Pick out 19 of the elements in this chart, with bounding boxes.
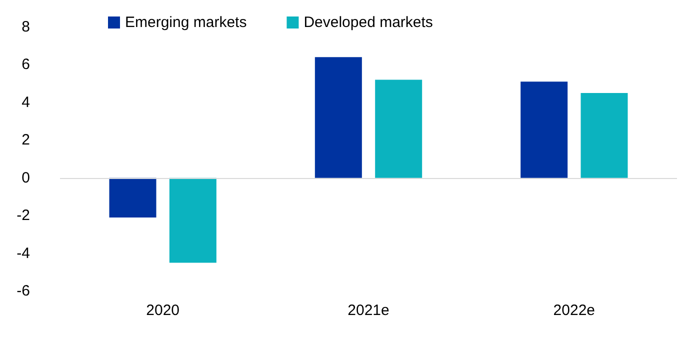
x-tick-label: 2020 [146,302,180,319]
bar [314,57,362,178]
bar [375,80,422,178]
y-tick-label: 8 [22,18,30,36]
legend-label: Developed markets [304,14,433,31]
bar [169,178,216,263]
legend-label: Emerging markets [125,14,247,31]
y-tick-label: 4 [22,94,30,111]
y-tick-label: 0 [22,169,30,186]
y-tick-label: -4 [16,244,30,262]
bar [580,93,628,178]
y-tick-label: -2 [16,207,30,224]
bar [109,178,156,218]
y-tick-label: 6 [22,56,30,74]
bar [520,82,568,178]
y-tick-label: 2 [22,132,30,149]
x-tick-label: 2022e [553,302,596,319]
y-tick-label: -6 [16,282,30,300]
x-tick-label: 2021e [348,302,390,319]
